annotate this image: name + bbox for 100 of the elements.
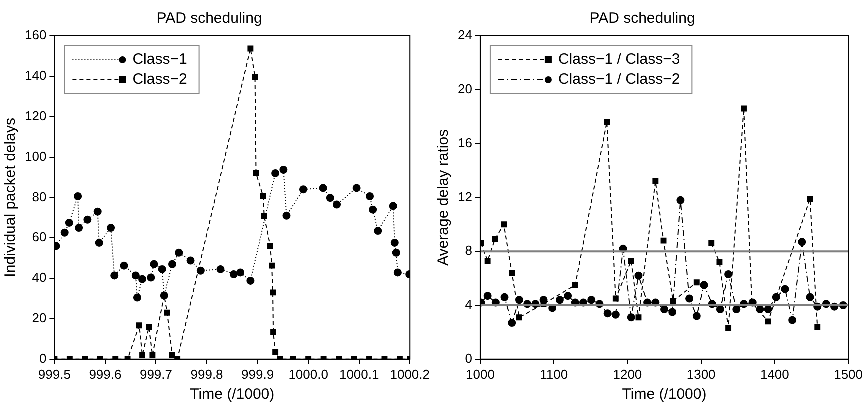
point xyxy=(484,292,492,300)
point xyxy=(175,248,184,257)
x-tick-label: 1400 xyxy=(760,366,790,382)
point xyxy=(604,310,612,318)
legend-label: Class−2 xyxy=(132,71,188,88)
point xyxy=(627,314,636,322)
point xyxy=(248,46,254,52)
y-tick-label: 40 xyxy=(32,270,47,286)
x-tick-label: 999.6 xyxy=(89,366,122,382)
point xyxy=(781,285,790,294)
point xyxy=(136,322,142,329)
y-tick-label: 160 xyxy=(24,28,47,43)
point xyxy=(319,184,328,192)
point xyxy=(282,212,291,220)
point xyxy=(588,296,596,304)
point xyxy=(708,240,715,246)
y-tick-label: 100 xyxy=(24,148,47,164)
point xyxy=(390,238,399,247)
point xyxy=(814,324,821,330)
point xyxy=(65,218,74,227)
point xyxy=(260,194,266,200)
point xyxy=(670,298,676,304)
point xyxy=(252,74,258,80)
point xyxy=(75,224,84,232)
point xyxy=(138,275,147,284)
y-axis-title: Individual packet delays xyxy=(2,118,20,278)
x-tick-label: 1000 xyxy=(466,366,495,382)
point xyxy=(269,262,275,269)
point xyxy=(806,293,814,302)
point xyxy=(146,324,152,330)
x-tick-label: 999.8 xyxy=(190,366,224,382)
point xyxy=(150,260,158,268)
point xyxy=(772,293,780,302)
point xyxy=(508,319,516,328)
point xyxy=(236,268,245,277)
point xyxy=(246,276,255,285)
x-axis-title: Time (/1000) xyxy=(190,386,275,404)
legend-label: Class−1 xyxy=(132,51,188,68)
point xyxy=(676,196,685,204)
point xyxy=(726,325,732,332)
point xyxy=(366,192,374,200)
x-tick-label: 1200 xyxy=(613,366,642,382)
x-tick-label: 1000.1 xyxy=(339,366,380,382)
point xyxy=(369,206,378,214)
x-tick-label: 999.5 xyxy=(38,366,71,382)
point xyxy=(392,248,400,257)
point xyxy=(516,314,522,321)
y-tick-label: 4 xyxy=(465,297,472,312)
point xyxy=(500,293,509,302)
point xyxy=(628,258,634,264)
point xyxy=(692,312,701,320)
point xyxy=(741,106,747,112)
point xyxy=(612,310,620,319)
point xyxy=(168,260,176,268)
legend-label: Class−1 / Class−3 xyxy=(558,51,680,68)
point xyxy=(107,224,116,232)
point xyxy=(170,352,176,358)
point xyxy=(788,316,797,324)
legend-label: Class−1 / Class−2 xyxy=(558,71,680,88)
y-tick-label: 0 xyxy=(465,350,472,366)
point xyxy=(564,292,572,300)
point xyxy=(84,216,92,224)
x-tick-label: 1000.0 xyxy=(288,366,328,382)
point xyxy=(636,314,642,321)
point xyxy=(374,227,382,236)
point xyxy=(253,170,260,176)
point xyxy=(515,296,524,304)
point xyxy=(133,294,142,302)
y-tick-label: 0 xyxy=(39,350,47,366)
y-tick-label: 120 xyxy=(24,108,47,124)
point xyxy=(700,281,708,290)
point xyxy=(668,308,677,316)
point xyxy=(299,186,308,194)
y-tick-label: 20 xyxy=(458,81,472,96)
x-tick-label: 999.9 xyxy=(242,366,274,382)
point xyxy=(724,270,733,279)
point xyxy=(732,306,741,314)
point xyxy=(147,274,156,282)
point xyxy=(164,310,170,316)
point xyxy=(74,192,82,200)
point xyxy=(798,238,806,246)
point xyxy=(158,265,166,274)
point xyxy=(333,200,342,209)
x-tick-label: 1000.2 xyxy=(390,366,430,382)
point xyxy=(765,318,772,325)
x-tick-label: 1300 xyxy=(686,366,716,382)
point xyxy=(652,178,659,185)
point xyxy=(132,272,140,280)
point xyxy=(394,268,402,277)
point xyxy=(716,259,723,266)
point xyxy=(389,202,398,210)
point xyxy=(694,280,700,286)
x-tick-label: 1100 xyxy=(540,366,568,382)
point xyxy=(604,119,610,126)
point xyxy=(230,270,238,279)
point xyxy=(326,194,334,202)
point xyxy=(686,294,694,303)
x-tick-label: 999.7 xyxy=(140,366,173,382)
point xyxy=(95,238,104,247)
point xyxy=(270,290,276,296)
